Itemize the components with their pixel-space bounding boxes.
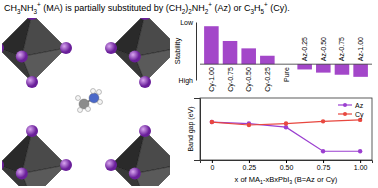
bar xyxy=(316,64,331,72)
iodide-atom xyxy=(60,42,72,54)
iodide-atom xyxy=(16,168,28,180)
tick-mark xyxy=(212,160,213,163)
iodide-atom xyxy=(139,18,151,20)
line-plot: 0 0.25 0.50 0.75 1.00 Az Cy Band gap (eV) x of M… xyxy=(187,98,373,185)
tick: 0.25 xyxy=(243,160,257,171)
bar xyxy=(241,48,256,64)
molecule-atom xyxy=(76,96,81,101)
tick-label: Low xyxy=(180,19,194,26)
tick: 0.75 xyxy=(317,160,331,171)
iodide-atom xyxy=(139,125,151,137)
bar xyxy=(297,64,312,69)
tick: 0 xyxy=(210,160,214,171)
legend-marker xyxy=(343,112,347,116)
molecule-atom xyxy=(98,100,103,105)
category-label: Pure xyxy=(283,67,290,82)
iodide-atom xyxy=(26,125,38,137)
point xyxy=(210,120,214,124)
category-label: Az-1.00 xyxy=(357,37,364,61)
iodide-atom xyxy=(2,159,4,171)
y-axis xyxy=(194,99,201,161)
tick: Low xyxy=(180,19,196,26)
axis-line xyxy=(201,161,373,164)
category-label: Cy-0.75 xyxy=(227,67,235,92)
bar xyxy=(260,56,275,64)
tick-label: 0 xyxy=(210,164,214,171)
legend-label: Cy xyxy=(355,111,364,119)
point xyxy=(358,118,362,122)
iodide-atom xyxy=(105,159,117,171)
category-label: Cy-0.25 xyxy=(264,67,272,92)
bar xyxy=(223,41,238,64)
iodide-atom xyxy=(26,18,38,20)
octahedron-face xyxy=(135,131,170,174)
iodide-atom xyxy=(129,51,141,63)
bar xyxy=(353,64,368,77)
point xyxy=(247,123,251,127)
category-label: Cy-1.00 xyxy=(208,67,216,92)
crystal-structure xyxy=(2,18,170,186)
point xyxy=(321,119,325,123)
series-line xyxy=(212,120,360,125)
x-axis-title: x of MA1-xBxPbI3 (B=Az or Cy) xyxy=(235,175,338,185)
molecule-atom xyxy=(91,89,96,94)
y-axis-title: Band gap (eV) xyxy=(187,106,195,151)
bar-plot: Cy-1.00 Cy-0.75 Cy-0.50 Cy-0.25 Pure Az-0.25 A… xyxy=(173,19,372,92)
molecule-atom xyxy=(86,107,91,112)
category-label: Az-0.75 xyxy=(338,37,345,61)
title: CH3NH3+ (MA) is partially substituted by… xyxy=(4,1,290,14)
iodide-atom xyxy=(129,168,141,180)
tick-label: 0.25 xyxy=(243,164,257,171)
tick: 0.50 xyxy=(280,160,294,171)
baseline xyxy=(200,64,372,65)
point xyxy=(321,149,325,153)
legend-marker xyxy=(343,103,347,107)
tick-label: 0.50 xyxy=(280,164,294,171)
point xyxy=(210,120,214,124)
point xyxy=(358,149,362,153)
tick: 1.00 xyxy=(354,160,368,171)
axis-line xyxy=(194,99,201,161)
tick: High xyxy=(179,77,196,85)
series-line xyxy=(212,122,360,151)
octahedron-face xyxy=(135,48,170,82)
legend: Az Cy xyxy=(338,102,364,119)
x-axis: 0 0.25 0.50 0.75 1.00 xyxy=(201,160,373,171)
tick-label: 0.75 xyxy=(317,164,331,171)
point xyxy=(284,121,288,125)
axis-line xyxy=(196,23,197,81)
tick-label: High xyxy=(179,77,194,85)
plot-frame xyxy=(200,98,372,160)
bar xyxy=(204,26,219,64)
molecule-atom xyxy=(97,90,102,95)
figure: CH3NH3+ (MA) is partially substituted by… xyxy=(0,0,378,188)
iodide-atom xyxy=(26,76,38,88)
series-marks xyxy=(210,118,363,154)
tick-label: 1.00 xyxy=(354,164,368,171)
iodide-atom xyxy=(60,159,72,171)
category-label: Az-0.25 xyxy=(301,37,308,61)
molecule-atom xyxy=(78,108,83,113)
octahedron-face xyxy=(22,165,66,186)
tick-mark xyxy=(286,160,287,163)
iodide-atom xyxy=(139,76,151,88)
iodide-atom xyxy=(16,51,28,63)
tick-mark xyxy=(249,160,250,163)
category-label: Az-0.50 xyxy=(320,37,327,61)
bar xyxy=(335,64,350,75)
tick-mark xyxy=(323,160,324,163)
iodide-atom xyxy=(2,42,4,54)
iodide-atom xyxy=(105,42,117,54)
octahedron-face xyxy=(22,48,66,82)
tick-mark xyxy=(360,160,361,163)
legend-label: Az xyxy=(355,102,364,109)
category-label: Cy-0.50 xyxy=(245,67,253,92)
y-axis-title: Stability xyxy=(173,38,182,65)
